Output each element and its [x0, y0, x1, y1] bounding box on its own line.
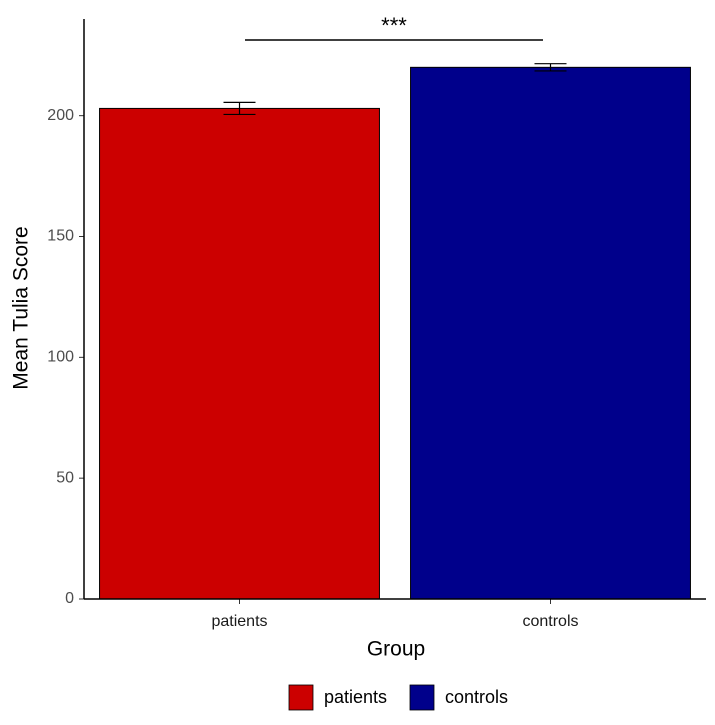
x-axis-title: Group	[367, 638, 425, 661]
error-bar	[534, 63, 567, 72]
bar	[99, 107, 380, 600]
bar	[410, 66, 691, 600]
y-tick-label: 0	[65, 590, 74, 607]
y-tick-label: 200	[47, 107, 74, 124]
legend-swatch	[288, 684, 314, 711]
x-tick-label: patients	[211, 613, 267, 630]
y-tick-label: 150	[47, 228, 74, 245]
legend-label: controls	[445, 687, 508, 707]
y-tick-label: 50	[56, 469, 74, 486]
y-axis-title: Mean Tulia Score	[10, 226, 33, 389]
y-tick-label: 100	[47, 349, 74, 366]
error-bar	[223, 101, 256, 116]
legend-label: patients	[324, 687, 387, 707]
significance-annotation: ***	[381, 13, 407, 38]
legend-swatch	[409, 684, 435, 711]
x-tick-label: controls	[522, 613, 578, 630]
